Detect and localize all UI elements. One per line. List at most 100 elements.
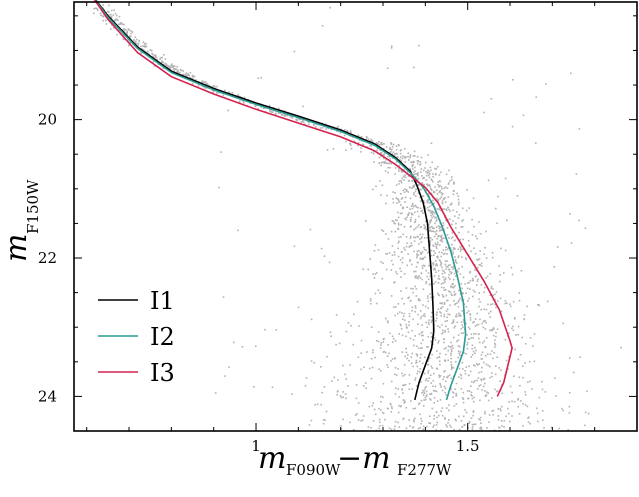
data-point xyxy=(474,291,476,293)
data-point xyxy=(441,332,443,335)
data-point xyxy=(443,376,445,378)
data-point xyxy=(441,389,444,392)
data-point xyxy=(390,406,393,408)
data-point xyxy=(435,313,438,315)
data-point xyxy=(479,399,481,402)
data-point xyxy=(415,188,417,191)
data-point xyxy=(387,366,389,369)
data-point xyxy=(517,399,519,401)
data-point xyxy=(173,65,175,68)
data-point xyxy=(414,417,416,420)
data-point xyxy=(360,368,362,371)
data-point xyxy=(444,360,447,362)
data-point xyxy=(428,173,431,175)
data-point xyxy=(451,365,453,368)
data-point xyxy=(446,253,448,255)
data-point xyxy=(394,222,396,225)
data-point xyxy=(464,283,467,285)
data-point xyxy=(426,425,428,428)
data-point xyxy=(439,363,441,366)
data-point xyxy=(462,326,464,329)
data-point xyxy=(519,384,521,387)
data-point xyxy=(400,328,403,330)
data-point xyxy=(420,237,423,239)
data-point xyxy=(412,318,414,321)
data-point xyxy=(506,302,508,304)
data-point xyxy=(484,355,487,357)
data-point xyxy=(125,32,127,34)
data-point xyxy=(430,220,432,222)
data-point xyxy=(319,127,322,129)
data-point xyxy=(418,371,421,373)
data-point xyxy=(434,186,436,188)
data-point xyxy=(413,192,415,194)
data-point xyxy=(444,201,447,203)
data-point xyxy=(310,360,313,362)
data-point xyxy=(392,201,395,204)
data-point xyxy=(432,199,434,202)
data-point xyxy=(410,216,412,219)
data-point xyxy=(478,221,480,223)
data-point xyxy=(382,341,385,343)
data-point xyxy=(449,346,451,348)
data-point xyxy=(380,342,382,344)
data-point xyxy=(436,189,438,191)
data-point xyxy=(419,233,421,236)
data-point xyxy=(453,300,455,302)
data-point xyxy=(486,353,489,355)
data-point xyxy=(395,271,397,273)
data-point xyxy=(429,398,431,400)
data-point xyxy=(400,170,403,172)
data-point xyxy=(452,190,455,192)
data-point xyxy=(499,297,502,300)
data-point xyxy=(471,277,474,280)
data-point xyxy=(464,409,466,411)
data-point xyxy=(429,230,431,232)
data-point xyxy=(445,249,447,251)
data-point xyxy=(373,277,376,279)
data-point xyxy=(400,160,402,162)
data-point xyxy=(442,253,445,256)
data-point xyxy=(533,360,536,363)
data-point xyxy=(441,192,444,195)
data-point xyxy=(405,335,407,338)
data-point xyxy=(340,396,343,399)
data-point xyxy=(374,413,377,416)
data-point xyxy=(497,300,499,302)
data-point xyxy=(512,325,514,328)
data-point xyxy=(447,196,450,198)
data-point xyxy=(423,237,426,239)
data-point xyxy=(480,379,483,382)
data-point xyxy=(393,306,395,309)
data-point xyxy=(441,202,444,205)
data-point xyxy=(418,333,421,335)
data-point xyxy=(347,131,349,133)
data-point xyxy=(447,276,450,279)
data-point xyxy=(420,315,423,318)
data-point xyxy=(296,119,298,122)
data-point xyxy=(412,186,414,189)
data-point xyxy=(264,328,266,331)
data-point xyxy=(411,306,414,309)
data-point xyxy=(495,306,497,309)
data-point xyxy=(453,215,456,217)
data-point xyxy=(436,400,439,402)
data-point xyxy=(112,14,115,16)
data-point xyxy=(238,101,241,103)
data-point xyxy=(478,305,480,308)
data-point xyxy=(396,219,398,222)
data-point xyxy=(397,211,399,214)
data-point xyxy=(237,95,240,97)
data-point xyxy=(391,254,394,256)
data-point xyxy=(436,218,438,221)
data-point xyxy=(390,411,393,413)
data-point xyxy=(414,190,417,193)
data-point xyxy=(497,408,499,410)
data-point xyxy=(376,143,379,145)
data-point xyxy=(326,355,328,358)
data-point xyxy=(497,195,499,198)
data-point xyxy=(435,367,438,370)
data-point xyxy=(394,153,396,155)
data-point xyxy=(519,354,522,356)
data-point xyxy=(379,292,381,294)
